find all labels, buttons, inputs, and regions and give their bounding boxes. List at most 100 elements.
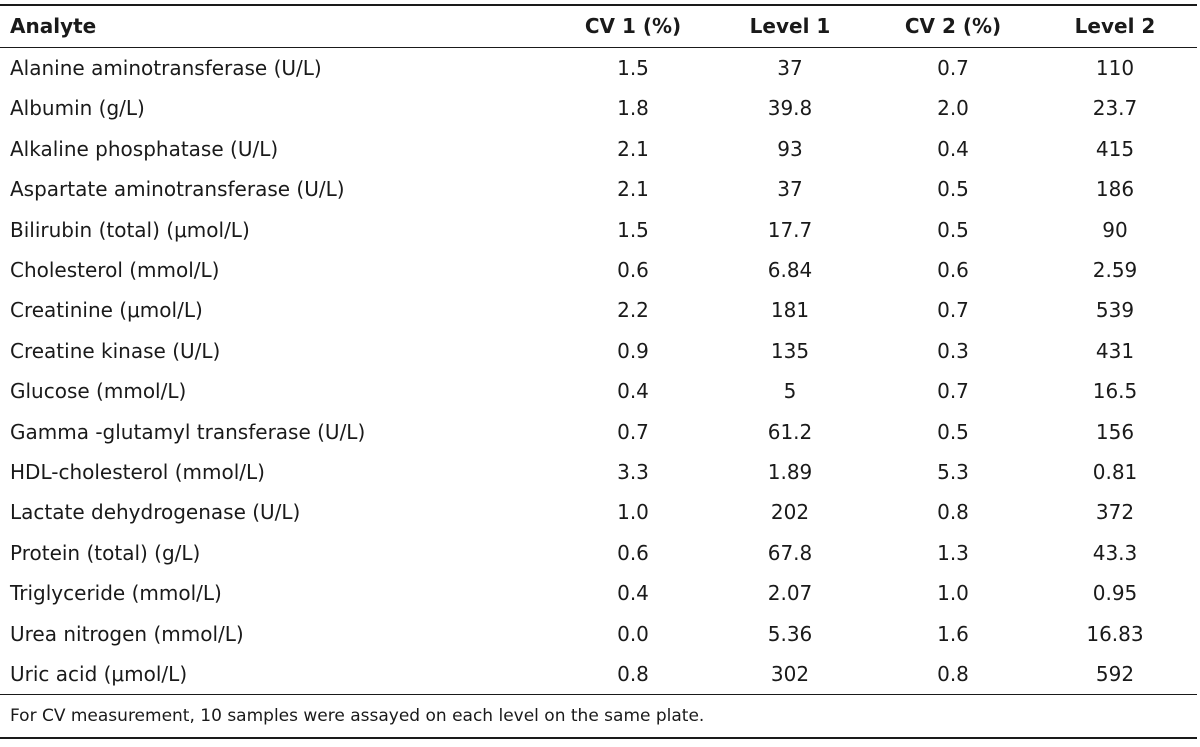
cell-analyte: Uric acid (μmol/L) bbox=[10, 662, 188, 686]
cell-level2: 431 bbox=[1095, 339, 1135, 363]
table-footnote: For CV measurement, 10 samples were assa… bbox=[10, 706, 705, 726]
cell-cv2: 0.3 bbox=[937, 339, 969, 363]
cell-cv1: 0.6 bbox=[617, 541, 649, 565]
cell-cv1: 0.9 bbox=[617, 339, 649, 363]
cell-analyte: Gamma -glutamyl transferase (U/L) bbox=[10, 420, 366, 444]
cell-level1: 302 bbox=[770, 662, 810, 686]
cell-cv2: 0.5 bbox=[937, 420, 969, 444]
cell-level2: 16.5 bbox=[1092, 379, 1138, 403]
cell-cv2: 0.5 bbox=[937, 218, 969, 242]
cell-analyte: Cholesterol (mmol/L) bbox=[10, 258, 220, 282]
cell-level2: 16.83 bbox=[1086, 622, 1144, 646]
cell-level2: 156 bbox=[1095, 420, 1135, 444]
cell-level2: 415 bbox=[1095, 137, 1135, 161]
cell-level1: 37 bbox=[777, 177, 803, 201]
header-rule bbox=[0, 47, 1197, 48]
cell-cv1: 1.5 bbox=[617, 218, 649, 242]
cell-level1: 135 bbox=[770, 339, 810, 363]
cell-level1: 6.84 bbox=[767, 258, 813, 282]
bottom-rule bbox=[0, 737, 1197, 739]
cell-level2: 23.7 bbox=[1092, 96, 1138, 120]
cell-cv1: 3.3 bbox=[617, 460, 649, 484]
cell-analyte: Alkaline phosphatase (U/L) bbox=[10, 137, 279, 161]
cell-analyte: Triglyceride (mmol/L) bbox=[10, 581, 222, 605]
cell-analyte: Glucose (mmol/L) bbox=[10, 379, 187, 403]
cell-cv1: 2.1 bbox=[617, 177, 649, 201]
table-row: Creatinine (μmol/L) 2.2 181 0.7 539 bbox=[0, 290, 1197, 330]
table-row: Albumin (g/L) 1.8 39.8 2.0 23.7 bbox=[0, 88, 1197, 128]
cell-cv1: 0.4 bbox=[617, 379, 649, 403]
cell-cv2: 0.5 bbox=[937, 177, 969, 201]
table-row: Urea nitrogen (mmol/L) 0.0 5.36 1.6 16.8… bbox=[0, 614, 1197, 654]
cell-analyte: Creatine kinase (U/L) bbox=[10, 339, 221, 363]
cell-level2: 2.59 bbox=[1092, 258, 1138, 282]
cell-cv1: 0.0 bbox=[617, 622, 649, 646]
table-row: Gamma -glutamyl transferase (U/L) 0.7 61… bbox=[0, 412, 1197, 452]
cell-level2: 186 bbox=[1095, 177, 1135, 201]
cell-level1: 93 bbox=[777, 137, 803, 161]
header-level1: Level 1 bbox=[749, 14, 831, 38]
table-row: Lactate dehydrogenase (U/L) 1.0 202 0.8 … bbox=[0, 492, 1197, 532]
cell-level1: 37 bbox=[777, 56, 803, 80]
table-row: Alkaline phosphatase (U/L) 2.1 93 0.4 41… bbox=[0, 129, 1197, 169]
cell-analyte: Urea nitrogen (mmol/L) bbox=[10, 622, 244, 646]
table-row: Cholesterol (mmol/L) 0.6 6.84 0.6 2.59 bbox=[0, 250, 1197, 290]
cell-cv2: 0.8 bbox=[937, 662, 969, 686]
cell-analyte: Bilirubin (total) (μmol/L) bbox=[10, 218, 250, 242]
cell-analyte: Lactate dehydrogenase (U/L) bbox=[10, 500, 301, 524]
cell-analyte: Alanine aminotransferase (U/L) bbox=[10, 56, 322, 80]
cell-level2: 110 bbox=[1095, 56, 1135, 80]
cell-level1: 5 bbox=[783, 379, 797, 403]
cell-level1: 67.8 bbox=[767, 541, 813, 565]
cell-level2: 43.3 bbox=[1092, 541, 1138, 565]
table-row: Protein (total) (g/L) 0.6 67.8 1.3 43.3 bbox=[0, 533, 1197, 573]
table-row: Alanine aminotransferase (U/L) 1.5 37 0.… bbox=[0, 48, 1197, 88]
cell-cv1: 0.7 bbox=[617, 420, 649, 444]
cell-cv2: 0.6 bbox=[937, 258, 969, 282]
cell-cv2: 1.3 bbox=[937, 541, 969, 565]
cell-analyte: Creatinine (μmol/L) bbox=[10, 298, 203, 322]
cell-level2: 0.95 bbox=[1092, 581, 1138, 605]
cell-cv2: 0.7 bbox=[937, 56, 969, 80]
cell-level2: 592 bbox=[1095, 662, 1135, 686]
header-level2: Level 2 bbox=[1074, 14, 1156, 38]
table-header: Analyte CV 1 (%) Level 1 CV 2 (%) Level … bbox=[0, 6, 1197, 47]
cell-level1: 181 bbox=[770, 298, 810, 322]
cell-level1: 1.89 bbox=[767, 460, 813, 484]
cell-cv1: 0.8 bbox=[617, 662, 649, 686]
cell-cv2: 1.6 bbox=[937, 622, 969, 646]
cell-level2: 90 bbox=[1102, 218, 1128, 242]
header-analyte: Analyte bbox=[10, 14, 97, 38]
cell-level2: 372 bbox=[1095, 500, 1135, 524]
cell-cv1: 1.5 bbox=[617, 56, 649, 80]
cell-cv1: 0.6 bbox=[617, 258, 649, 282]
top-rule bbox=[0, 4, 1197, 6]
header-cv2: CV 2 (%) bbox=[904, 14, 1002, 38]
cell-cv1: 2.1 bbox=[617, 137, 649, 161]
cell-level1: 17.7 bbox=[767, 218, 813, 242]
cell-cv1: 1.8 bbox=[617, 96, 649, 120]
cell-analyte: Albumin (g/L) bbox=[10, 96, 145, 120]
table-row: Aspartate aminotransferase (U/L) 2.1 37 … bbox=[0, 169, 1197, 209]
cell-cv2: 5.3 bbox=[937, 460, 969, 484]
cell-level1: 202 bbox=[770, 500, 810, 524]
table-row: Triglyceride (mmol/L) 0.4 2.07 1.0 0.95 bbox=[0, 573, 1197, 613]
table-row: Bilirubin (total) (μmol/L) 1.5 17.7 0.5 … bbox=[0, 210, 1197, 250]
cell-cv2: 0.7 bbox=[937, 379, 969, 403]
cell-cv2: 0.4 bbox=[937, 137, 969, 161]
header-cv1: CV 1 (%) bbox=[584, 14, 682, 38]
cell-cv2: 2.0 bbox=[937, 96, 969, 120]
cell-analyte: Protein (total) (g/L) bbox=[10, 541, 201, 565]
footer-rule bbox=[0, 694, 1197, 695]
table-row: HDL-cholesterol (mmol/L) 3.3 1.89 5.3 0.… bbox=[0, 452, 1197, 492]
cell-cv1: 2.2 bbox=[617, 298, 649, 322]
cell-level1: 61.2 bbox=[767, 420, 813, 444]
cell-cv2: 0.8 bbox=[937, 500, 969, 524]
cell-level2: 539 bbox=[1095, 298, 1135, 322]
cell-analyte: HDL-cholesterol (mmol/L) bbox=[10, 460, 265, 484]
table-row: Uric acid (μmol/L) 0.8 302 0.8 592 bbox=[0, 654, 1197, 694]
cell-level1: 2.07 bbox=[767, 581, 813, 605]
cell-level1: 39.8 bbox=[767, 96, 813, 120]
cell-cv1: 1.0 bbox=[617, 500, 649, 524]
